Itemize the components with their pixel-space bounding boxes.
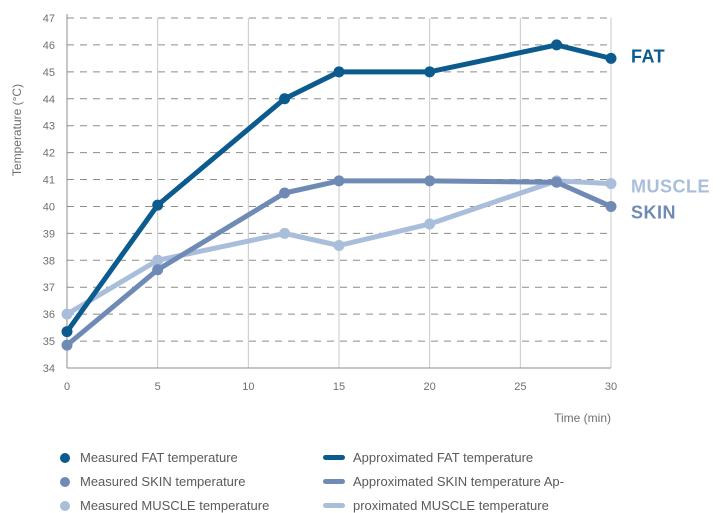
x-tick-label: 20 <box>424 381 436 393</box>
data-point-fat <box>424 66 436 78</box>
data-point-fat <box>551 39 563 51</box>
y-tick-label: 35 <box>43 336 55 348</box>
data-point-muscle <box>333 240 345 251</box>
x-tick-label: 25 <box>514 381 526 393</box>
x-tick-label: 10 <box>242 381 254 393</box>
y-tick-label: 45 <box>43 67 55 79</box>
data-point-skin <box>279 187 291 199</box>
y-tick-label: 46 <box>43 40 55 52</box>
data-point-skin <box>424 175 436 187</box>
y-tick-label: 42 <box>43 148 55 160</box>
y-tick-label: 38 <box>43 255 55 267</box>
y-tick-label: 36 <box>43 309 55 321</box>
y-tick-label: 47 <box>43 13 55 25</box>
data-point-skin <box>605 200 617 212</box>
data-point-skin <box>551 176 563 188</box>
y-tick-label: 40 <box>43 201 55 213</box>
data-point-muscle <box>605 178 617 190</box>
data-point-fat <box>605 52 617 64</box>
y-tick-label: 44 <box>43 94 55 106</box>
data-point-muscle <box>61 308 73 320</box>
data-point-fat <box>61 326 73 338</box>
series-end-label-fat: FAT <box>631 46 665 66</box>
x-tick-label: 15 <box>333 381 345 393</box>
series-layer <box>61 39 617 351</box>
data-point-fat <box>152 199 164 211</box>
data-point-skin <box>333 175 345 187</box>
data-point-muscle <box>279 227 291 239</box>
data-point-skin <box>152 264 164 276</box>
y-tick-label: 34 <box>43 363 55 375</box>
y-tick-label: 41 <box>43 175 55 187</box>
end-labels: FAT SKIN MUSCLE <box>631 46 710 222</box>
axes: 34 35 36 37 38 39 40 41 42 43 44 45 46 47 0 5 10 15 20 25 30… <box>10 13 617 425</box>
data-point-muscle <box>152 254 164 266</box>
x-axis-title: Time (min) <box>554 411 611 425</box>
data-point-muscle <box>424 218 436 230</box>
x-tick-label: 5 <box>155 381 161 393</box>
data-point-skin <box>61 339 73 351</box>
data-point-fat <box>333 66 345 78</box>
series-end-label-skin: SKIN <box>631 202 676 222</box>
y-tick-label: 43 <box>43 121 55 133</box>
y-tick-label: 39 <box>43 228 55 240</box>
x-tick-label: 30 <box>605 381 617 393</box>
x-tick-label: 0 <box>64 381 70 393</box>
data-point-fat <box>279 93 291 105</box>
y-tick-label: 37 <box>43 282 55 294</box>
series-end-label-muscle: MUSCLE <box>631 177 710 197</box>
y-axis-title: Temperature (°C) <box>10 84 24 176</box>
